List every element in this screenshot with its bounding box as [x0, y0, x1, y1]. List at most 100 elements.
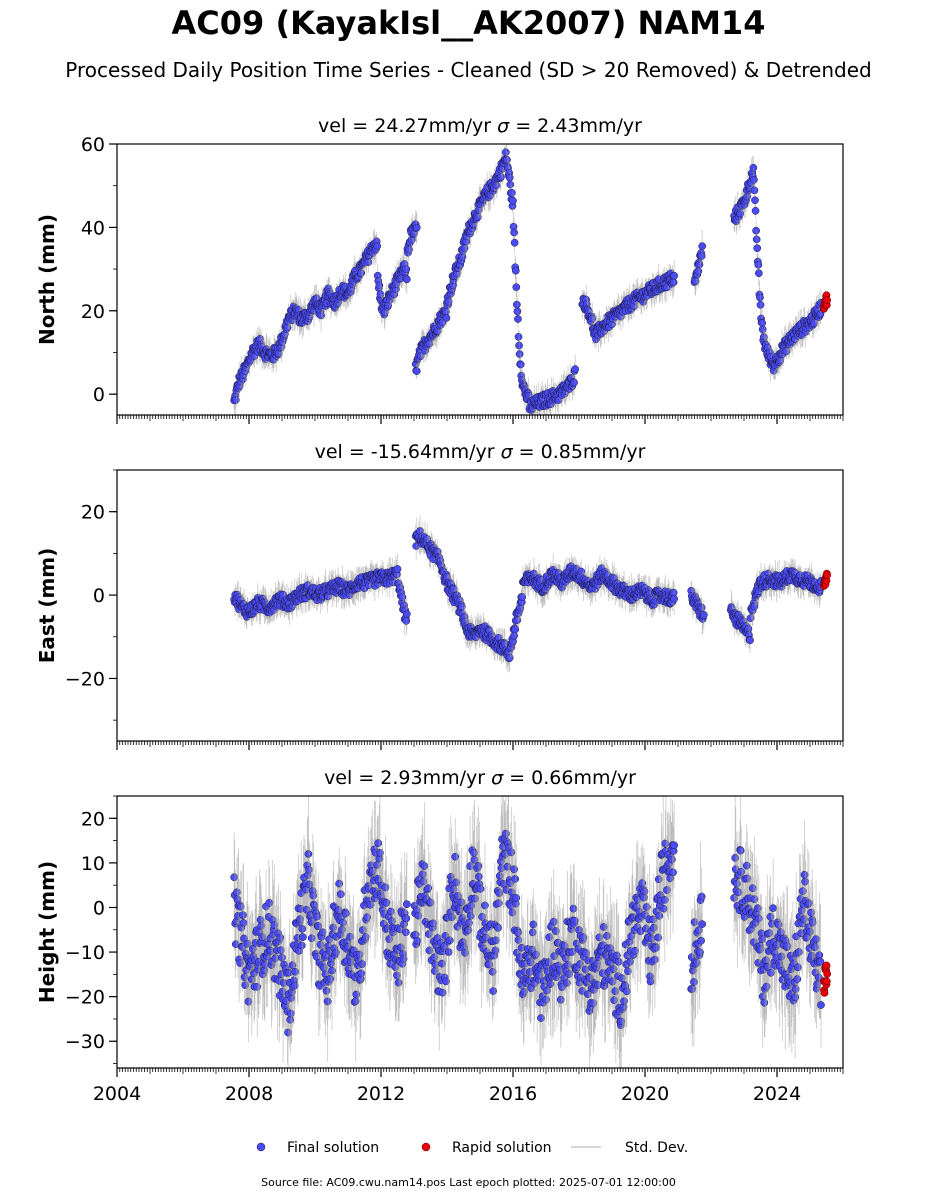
series-segment	[750, 167, 771, 365]
final-point	[749, 163, 758, 172]
panel-0: 0 20 40 60 North (mm) vel = 24.27mm/yr σ = 2.…	[35, 115, 844, 424]
final-point	[511, 625, 520, 634]
final-point	[494, 924, 502, 932]
series-segment	[230, 796, 411, 1068]
series-segment	[393, 553, 411, 636]
series-segment	[763, 289, 825, 382]
final-point	[508, 188, 516, 197]
final-point	[746, 636, 754, 645]
page-title: AC09 (KayakIsl__AK2007) NAM14	[171, 4, 766, 42]
series-segment	[410, 796, 679, 1068]
rapid-series	[820, 291, 832, 313]
series-segment	[525, 354, 580, 415]
plot-area	[230, 796, 832, 1068]
series-segment	[690, 229, 707, 296]
final-point	[698, 242, 707, 251]
y-tick-label: 20	[81, 301, 105, 323]
final-point	[509, 196, 517, 205]
final-point	[670, 594, 679, 603]
final-point	[515, 350, 524, 358]
final-point	[298, 925, 307, 933]
final-point	[374, 839, 383, 848]
final-point	[513, 307, 522, 316]
final-point	[751, 206, 760, 215]
final-point	[505, 173, 514, 182]
series-segment	[502, 144, 533, 412]
final-point	[755, 269, 763, 278]
series-segment	[230, 326, 286, 415]
final-point	[510, 238, 519, 247]
final-point	[515, 341, 523, 350]
final-point	[399, 955, 408, 963]
final-point	[669, 278, 678, 287]
final-point	[313, 912, 322, 921]
final-point	[512, 283, 521, 292]
series-segment	[294, 555, 401, 614]
final-point	[412, 367, 421, 375]
panel-title: vel = 24.27mm/yr σ = 2.43mm/yr	[318, 115, 642, 137]
final-point	[513, 300, 521, 309]
plot-area	[230, 144, 832, 415]
final-point	[444, 948, 453, 956]
final-point	[758, 319, 767, 327]
final-point	[402, 914, 411, 923]
page-subtitle: Processed Daily Position Time Series - C…	[65, 58, 872, 82]
final-point	[403, 275, 411, 284]
final-point	[753, 244, 762, 253]
final-point	[357, 969, 366, 978]
series-segment	[411, 294, 451, 379]
series-segment	[469, 581, 527, 673]
series-segment	[403, 210, 421, 265]
final-point	[445, 936, 454, 945]
final-point	[442, 314, 451, 322]
final-point	[475, 872, 483, 881]
y-axis-label: East (mm)	[35, 548, 59, 664]
rapid-point	[823, 296, 832, 305]
final-point	[231, 396, 240, 404]
final-point	[502, 148, 510, 157]
final-point	[239, 911, 247, 919]
series-segment	[411, 515, 477, 652]
rapid-point	[823, 571, 832, 580]
final-point	[393, 565, 402, 573]
y-tick-label: −20	[65, 668, 105, 690]
final-point	[402, 265, 411, 274]
y-tick-label: 60	[81, 134, 105, 156]
final-point	[570, 378, 578, 387]
plot-area	[230, 515, 832, 673]
series-segment	[746, 558, 825, 628]
final-point	[506, 180, 515, 189]
series-segment	[443, 144, 510, 314]
x-ticks	[116, 741, 844, 750]
panel-1: −20 0 20 East (mm) vel = -15.64mm/yr σ = 0.8…	[35, 441, 844, 750]
final-point	[376, 848, 384, 857]
panel-title: vel = -15.64mm/yr σ = 0.85mm/yr	[315, 441, 646, 463]
series-segment	[230, 576, 302, 630]
series-segment	[373, 250, 411, 330]
final-point	[412, 223, 421, 232]
final-point	[756, 293, 764, 302]
y-tick-label: 20	[81, 502, 105, 524]
final-point	[299, 933, 307, 941]
final-point	[473, 213, 482, 222]
series-segment	[578, 260, 679, 352]
rapid-series	[820, 569, 832, 590]
y-tick-label: 40	[81, 217, 105, 239]
y-tick-label: 0	[93, 384, 105, 406]
final-point	[756, 301, 765, 309]
final-point	[401, 928, 410, 937]
series-segment	[730, 155, 758, 235]
final-point	[670, 271, 679, 280]
final-point	[510, 228, 518, 237]
y-ticks: 0 20 40 60	[81, 134, 117, 406]
final-point	[511, 875, 520, 883]
series-segment	[726, 590, 754, 654]
final-point	[297, 941, 306, 950]
final-point	[752, 235, 761, 244]
x-ticks	[116, 415, 844, 424]
final-point	[323, 997, 332, 1006]
series-segment	[519, 553, 679, 618]
final-point	[754, 261, 763, 269]
final-point	[700, 611, 708, 619]
